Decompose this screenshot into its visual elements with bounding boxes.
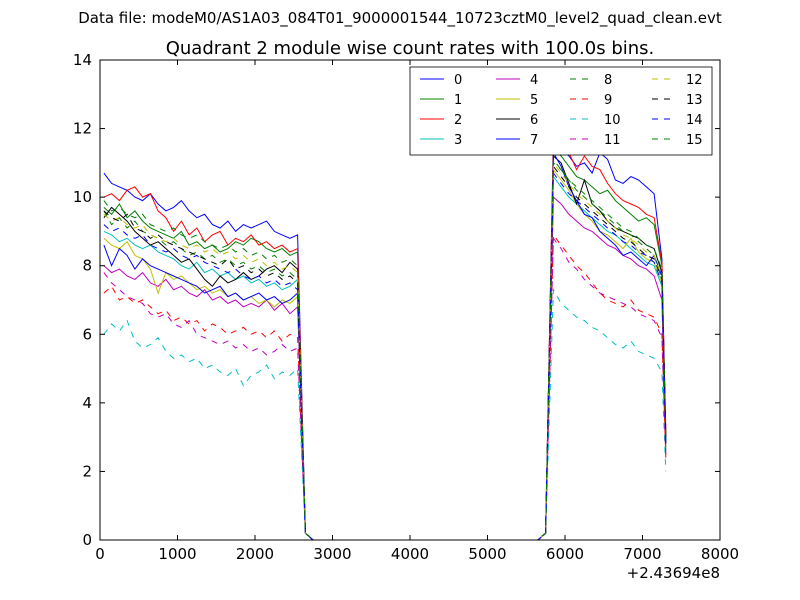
x-offset-label: +2.43694e8 (627, 564, 720, 582)
series-line-3 (103, 175, 667, 540)
series-line-4 (103, 196, 667, 540)
series-line-0 (103, 141, 667, 540)
legend-label: 6 (530, 113, 538, 128)
series-line-10 (103, 287, 667, 540)
series-line-14 (103, 171, 667, 540)
series-line-15 (103, 157, 667, 540)
chart-title: Quadrant 2 module wise count rates with … (166, 38, 655, 59)
y-tick-label: 8 (82, 257, 92, 275)
legend-label: 8 (604, 73, 612, 88)
series-line-13 (103, 164, 667, 540)
legend-label: 13 (686, 93, 703, 108)
series-line-1 (103, 148, 667, 540)
tick-layer: 0 1000 2000 3000 4000 5000 6000 7000 80000246810… (73, 51, 739, 563)
legend-label: 15 (686, 133, 703, 148)
series-line-6 (103, 154, 667, 540)
y-tick-label: 2 (82, 462, 92, 480)
x-tick-label: 5000 (468, 545, 506, 563)
legend-box (409, 66, 713, 156)
legend-label: 14 (686, 113, 703, 128)
legend-label: 7 (530, 133, 538, 148)
series-line-2 (103, 133, 667, 540)
y-tick-label: 14 (73, 51, 92, 69)
x-tick-label: 3000 (313, 545, 351, 563)
x-tick-label: 1000 (158, 545, 196, 563)
x-tick-label: 2000 (236, 545, 274, 563)
series-line-11 (103, 236, 667, 540)
x-tick-label: 6000 (546, 545, 584, 563)
x-tick-label: 4000 (391, 545, 429, 563)
legend-label: 10 (604, 113, 621, 128)
legend-label: 0 (454, 73, 462, 88)
y-tick-label: 4 (82, 394, 92, 412)
legend-label: 12 (686, 73, 703, 88)
y-tick-label: 10 (73, 188, 92, 206)
legend-label: 2 (454, 113, 462, 128)
y-tick-label: 6 (82, 325, 92, 343)
legend-label: 3 (454, 133, 462, 148)
legend-label: 1 (454, 93, 462, 108)
x-tick-label: 0 (95, 545, 105, 563)
chart-suptitle: Data file: modeM0/AS1A03_084T01_90000015… (78, 9, 722, 28)
legend-label: 4 (530, 73, 538, 88)
series-line-8 (103, 161, 667, 540)
x-tick-label: 8000 (701, 545, 739, 563)
y-tick-label: 12 (73, 120, 92, 138)
series-line-9 (103, 233, 667, 540)
y-tick-label: 0 (82, 531, 92, 549)
series-layer (103, 133, 667, 540)
legend-label: 11 (604, 133, 621, 148)
series-line-12 (103, 161, 667, 540)
series-line-7 (103, 150, 667, 540)
legend-label: 9 (604, 93, 612, 108)
legend-label: 5 (530, 93, 538, 108)
x-tick-label: 7000 (623, 545, 661, 563)
